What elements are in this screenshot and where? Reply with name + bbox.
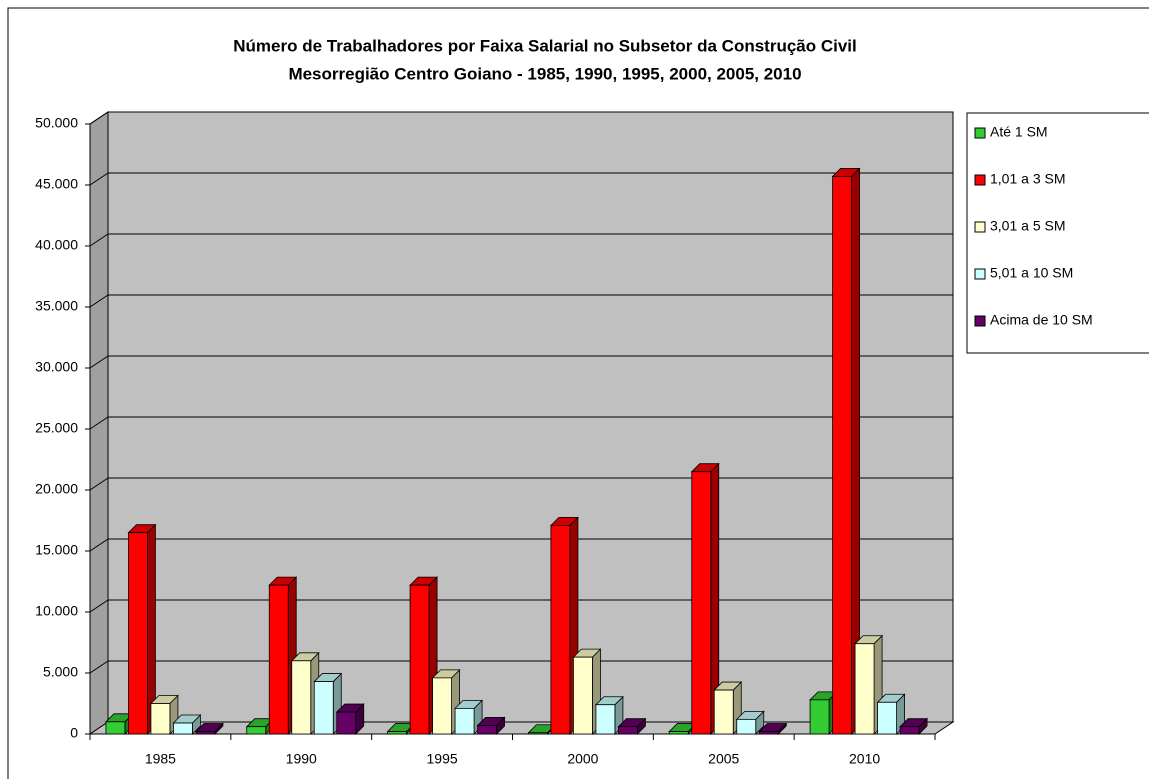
bar	[877, 701, 897, 735]
y-tick-label: 15.000	[35, 542, 78, 558]
x-tick-label: 1990	[286, 751, 317, 767]
legend-label: 5,01 a 10 SM	[990, 265, 1073, 281]
bar	[432, 677, 452, 735]
bar	[195, 731, 216, 735]
bar	[409, 584, 430, 735]
bar	[758, 731, 779, 735]
bar	[454, 707, 475, 735]
grid-line-side	[89, 233, 109, 247]
y-tick-label: 5.000	[43, 664, 78, 680]
bar	[832, 176, 852, 735]
chart-subtitle: Mesorregião Centro Goiano - 1985, 1990, …	[288, 64, 801, 83]
y-tick-label: 35.000	[35, 298, 78, 314]
bar	[150, 703, 171, 735]
x-tick-label: 1995	[427, 751, 458, 767]
y-tick-label: 10.000	[35, 603, 78, 619]
x-tick-label: 2005	[708, 751, 739, 767]
bar	[128, 532, 148, 735]
bar	[668, 731, 689, 735]
x-tick-label: 1985	[145, 751, 176, 767]
grid-line-side	[89, 660, 109, 674]
bar	[336, 711, 357, 735]
y-tick-label: 40.000	[35, 237, 78, 253]
legend-swatch	[974, 268, 986, 280]
bar	[173, 722, 193, 735]
y-tick-label: 45.000	[35, 176, 78, 192]
y-tick-label: 30.000	[35, 359, 78, 375]
legend-label: Até 1 SM	[990, 124, 1048, 140]
bar	[246, 726, 267, 735]
grid-line-side	[89, 172, 109, 186]
legend-swatch	[974, 174, 986, 186]
x-tick-label: 2000	[567, 751, 598, 767]
grid-line-side	[89, 599, 109, 613]
legend-label: 3,01 a 5 SM	[990, 218, 1066, 234]
grid-line-side	[89, 111, 109, 125]
bar	[387, 731, 407, 735]
bar	[618, 726, 638, 735]
bar	[291, 660, 312, 735]
bar	[573, 656, 593, 735]
bar	[899, 726, 920, 735]
bar	[313, 681, 334, 735]
y-tick-label: 20.000	[35, 481, 78, 497]
y-tick-label: 50.000	[35, 115, 78, 131]
legend-label: Acima de 10 SM	[990, 312, 1093, 328]
grid-line-side	[89, 477, 109, 491]
grid-line-side	[89, 416, 109, 430]
legend-swatch	[974, 221, 986, 233]
bar	[854, 643, 875, 735]
bar	[809, 699, 830, 735]
bar	[713, 689, 734, 735]
grid-line-side	[89, 538, 109, 552]
y-tick-label: 0	[70, 725, 78, 741]
bar	[595, 704, 616, 735]
y-tick-label: 25.000	[35, 420, 78, 436]
bar	[736, 718, 757, 735]
legend	[966, 112, 1149, 354]
legend-swatch	[974, 127, 986, 139]
legend-label: 1,01 a 3 SM	[990, 171, 1066, 187]
chart-title: Número de Trabalhadores por Faixa Salari…	[233, 36, 857, 55]
bar	[268, 584, 289, 735]
legend-swatch	[974, 315, 986, 327]
bar	[528, 732, 548, 735]
grid-line-side	[89, 355, 109, 369]
bar	[105, 721, 126, 735]
bar	[691, 471, 712, 735]
bar	[550, 524, 571, 735]
bar	[477, 725, 497, 735]
grid-line-side	[89, 294, 109, 308]
x-tick-label: 2010	[849, 751, 880, 767]
